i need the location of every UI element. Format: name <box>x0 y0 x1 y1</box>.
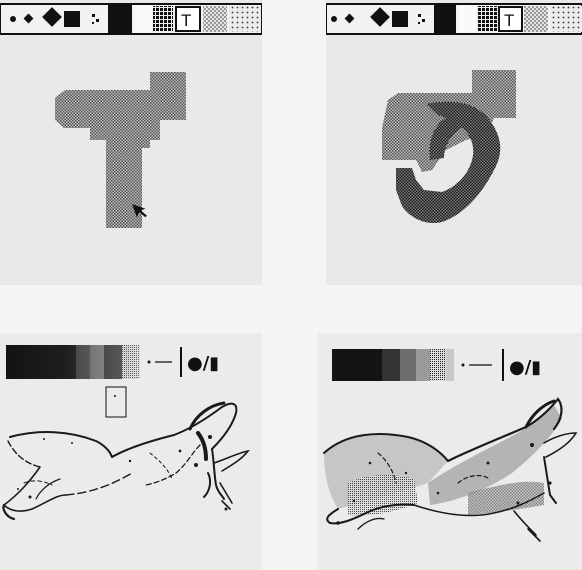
paint-screen-bottom-right: ●/▮ <box>318 333 582 570</box>
square-icon[interactable] <box>392 11 408 27</box>
brush-shape-icons[interactable]: ●/▮ <box>509 357 541 378</box>
dot-pattern-swatch[interactable] <box>550 6 582 32</box>
gray-paint-blob <box>55 72 186 228</box>
light-checker-swatch[interactable] <box>524 6 548 32</box>
solid-fill-swatch[interactable] <box>434 5 456 33</box>
paint-screen-top-left: T <box>0 0 262 285</box>
light-checker-swatch[interactable] <box>203 6 227 32</box>
gray-palette-bar: ●/▮ <box>6 345 219 379</box>
solid-fill-swatch[interactable] <box>108 5 132 33</box>
tool-palette-bar: T <box>0 3 262 35</box>
dark-dither-swatch[interactable] <box>153 6 173 32</box>
paint-screen-top-right: T <box>326 0 582 285</box>
diamond-icon[interactable] <box>370 7 390 27</box>
dot-pattern-swatch[interactable] <box>229 6 261 32</box>
dot-icon[interactable] <box>10 16 16 22</box>
cursor-arrow-icon <box>132 204 147 218</box>
small-dot-icon[interactable] <box>147 360 151 364</box>
tool-palette-bar: T <box>326 3 582 35</box>
dark-dither-swatch[interactable] <box>477 6 497 32</box>
white-swatch[interactable] <box>458 5 476 33</box>
square-icon[interactable] <box>64 11 80 27</box>
selection-box[interactable] <box>105 386 127 418</box>
white-swatch[interactable] <box>134 5 152 33</box>
dark-paint-stroke <box>396 101 501 224</box>
dot-icon[interactable] <box>331 16 337 22</box>
gradient-swatch[interactable] <box>6 345 140 379</box>
dither-icon[interactable] <box>418 14 425 24</box>
dither-icon[interactable] <box>92 14 99 24</box>
small-dot-icon[interactable] <box>461 363 465 367</box>
colored-animal-drawing <box>324 405 562 516</box>
text-tool-icon[interactable]: T <box>504 11 514 30</box>
paint-screen-bottom-left: ●/▮ <box>0 333 262 570</box>
brush-shape-icons[interactable]: ●/▮ <box>187 353 219 374</box>
sketch-animal-drawing <box>2 401 250 521</box>
text-tool-icon[interactable]: T <box>181 11 191 30</box>
gray-palette-bar: ●/▮ <box>332 349 541 381</box>
